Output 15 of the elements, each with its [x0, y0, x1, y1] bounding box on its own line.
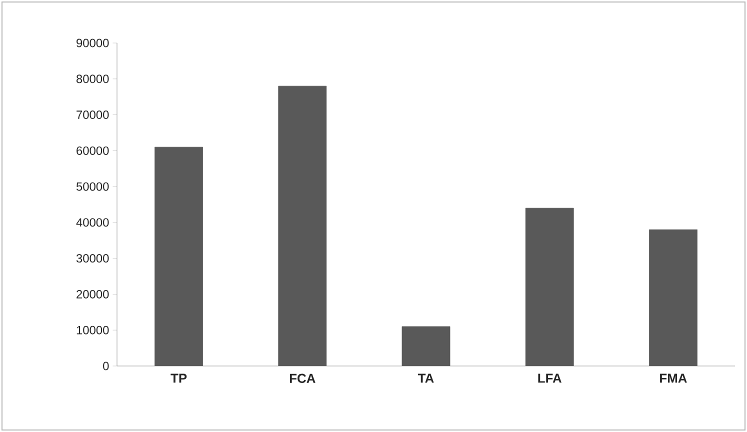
x-tick-label: TP — [170, 374, 187, 383]
y-tick-label: 0 — [103, 362, 109, 370]
x-tick-label: FMA — [660, 374, 687, 383]
y-tick-label: 30000 — [76, 254, 109, 263]
x-tick-label: FCA — [290, 374, 316, 383]
y-tick-label: 60000 — [76, 146, 109, 155]
y-tick-label: 50000 — [76, 182, 109, 191]
x-tick-label: LFA — [538, 374, 562, 383]
y-tick-label: 70000 — [76, 110, 109, 119]
y-tick-label: 10000 — [76, 326, 109, 334]
y-tick-label: 40000 — [76, 218, 109, 227]
x-tick-label: TA — [418, 374, 434, 383]
y-tick-label: 80000 — [76, 74, 109, 84]
y-tick-label: 90000 — [76, 38, 109, 48]
y-tick-label: 20000 — [76, 290, 109, 298]
